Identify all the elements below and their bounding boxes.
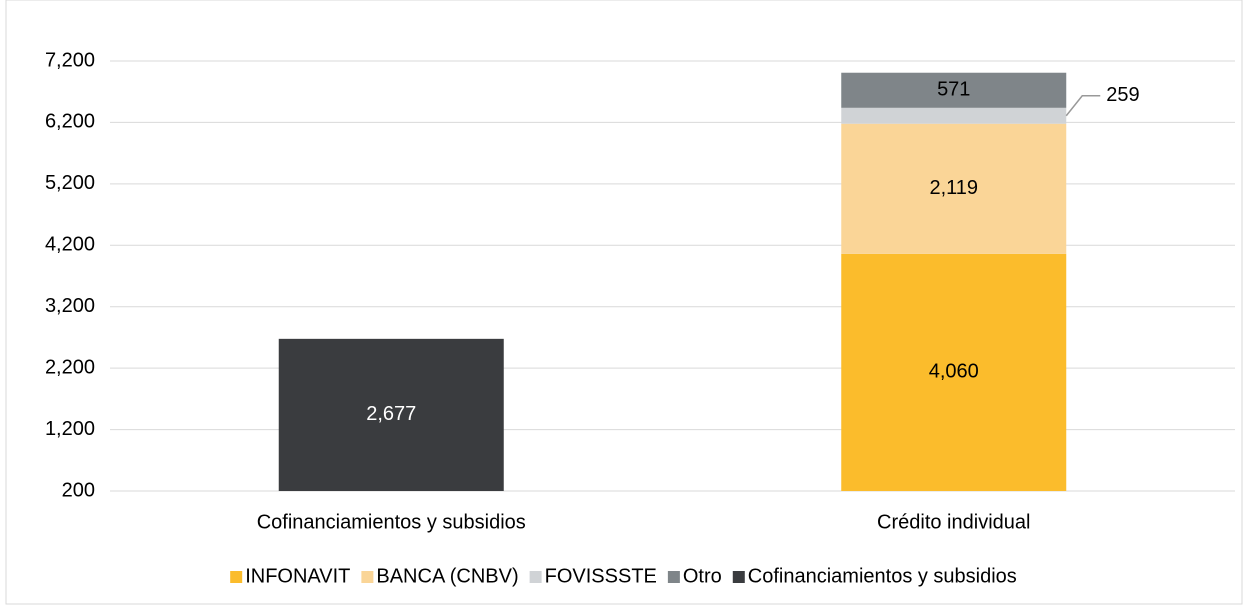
- bar-segment: [841, 72, 1067, 108]
- data-label: 259: [1106, 84, 1139, 106]
- legend-label: Cofinanciamientos y subsidios: [748, 565, 1017, 587]
- legend-swatch: [667, 571, 680, 583]
- bar-segment: [841, 107, 1067, 124]
- legend-swatch: [529, 571, 542, 583]
- x-tick-label: Cofinanciamientos y subsidios: [257, 511, 526, 533]
- data-label: 2,119: [929, 177, 978, 199]
- y-tick-label: 200: [62, 479, 95, 501]
- y-tick-label: 5,200: [45, 172, 95, 194]
- y-tick-label: 1,200: [45, 418, 95, 440]
- legend-label: FOVISSSTE: [545, 565, 657, 587]
- legend-swatch: [230, 571, 243, 583]
- legend-swatch: [361, 571, 374, 583]
- y-tick-label: 4,200: [45, 234, 95, 256]
- legend-label: BANCA (CNBV): [376, 565, 518, 587]
- y-tick-label: 3,200: [45, 295, 95, 317]
- x-tick-label: Crédito individual: [877, 511, 1030, 533]
- data-label: 571: [937, 79, 970, 101]
- legend-label: INFONAVIT: [245, 565, 350, 587]
- leader-line: [1065, 95, 1101, 117]
- bar-segment: [841, 123, 1067, 254]
- bar-segment: [278, 338, 504, 491]
- chart-frame: [5, 0, 1243, 605]
- data-label: 4,060: [929, 361, 979, 383]
- y-tick-label: 6,200: [45, 111, 95, 133]
- data-label: 2,677: [366, 403, 416, 425]
- y-tick-label: 7,200: [45, 49, 95, 71]
- y-tick-label: 2,200: [45, 356, 95, 378]
- legend-swatch: [732, 571, 745, 583]
- legend-label: Otro: [683, 565, 722, 587]
- bar-segment: [841, 253, 1067, 491]
